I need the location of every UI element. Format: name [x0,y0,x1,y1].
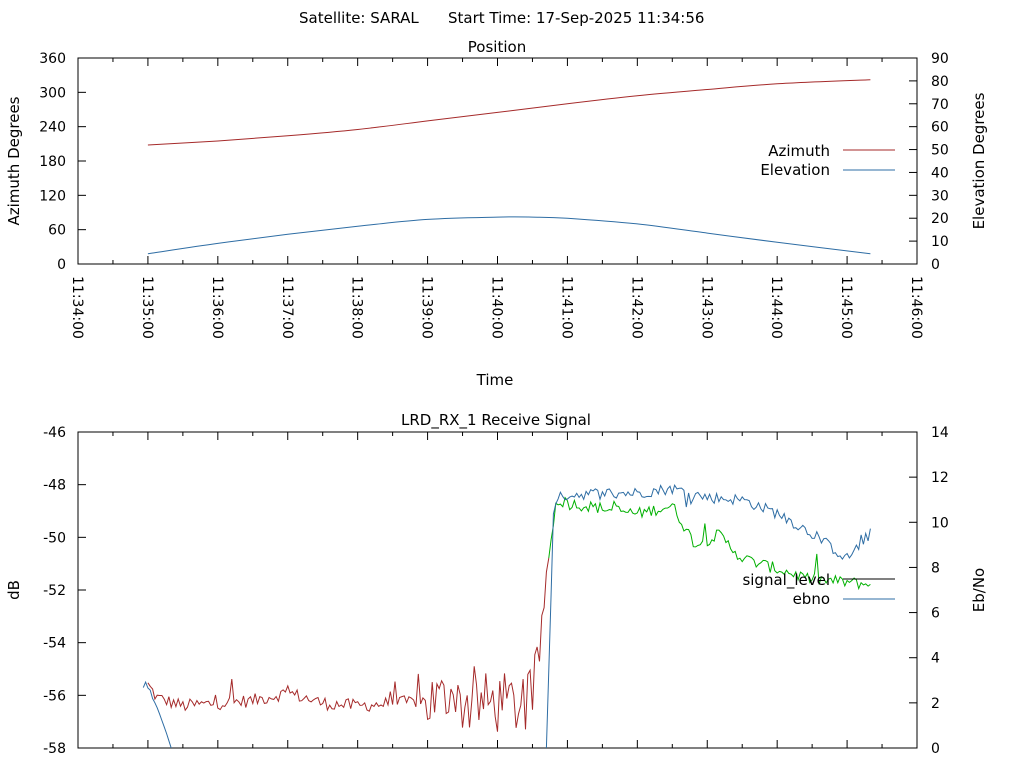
signal-y2tick-label: 6 [931,606,940,622]
position-xtick-label: 11:35:00 [139,276,155,339]
signal-ytick-label: -52 [43,583,66,599]
signal-plot-frame [77,431,918,749]
signal-y2tick-label: 10 [931,515,949,531]
signal-y2tick-label: 2 [931,696,940,712]
position-ytick-label: 0 [57,257,66,273]
header-start-time: Start Time: 17-Sep-2025 11:34:56 [448,9,704,27]
signal-chart-title: LRD_RX_1 Receive Signal [401,411,591,430]
position-chart: Position Azimuth Degrees Elevation Degre… [5,38,988,389]
position-ytick-label: 360 [39,51,66,67]
position-y2tick-label: 20 [931,211,949,227]
position-y2tick-label: 60 [931,120,949,136]
legend-signal-level-label: signal_level [742,571,830,590]
series-azimuth-line [147,79,871,146]
position-y2tick-label: 50 [931,143,949,159]
position-xtick-label: 11:42:00 [628,276,644,339]
position-chart-title: Position [468,38,526,56]
position-y2tick-label: 0 [931,257,940,273]
position-xtick-label: 11:34:00 [69,276,85,339]
position-y2tick-label: 90 [931,51,949,67]
position-y2tick-label: 40 [931,165,949,181]
signal-ytick-label: -56 [43,688,66,704]
position-legend: Azimuth Elevation [760,142,895,179]
position-xtick-label: 11:36:00 [209,276,225,339]
position-xtick-label: 11:41:00 [558,276,574,339]
signal-ytick-label: -50 [43,530,66,546]
legend-ebno-label: ebno [793,590,830,608]
signal-ytick-label: -58 [43,741,66,757]
signal-series [142,483,871,749]
position-xtick-label: 11:38:00 [349,276,365,339]
position-ytick-label: 180 [39,154,66,170]
signal-ytick-label: -54 [43,636,66,652]
legend-azimuth-label: Azimuth [768,142,830,160]
position-ytick-label: 240 [39,120,66,136]
signal-ytick-label: -46 [43,425,66,441]
signal-y2tick-label: 4 [931,651,940,667]
series-elevation-line [147,216,871,255]
series-signal-level-high-line [548,496,871,591]
signal-y2tick-label: 14 [931,425,949,441]
signal-ytick-label: -48 [43,478,66,494]
position-xtick-label: 11:37:00 [279,276,295,339]
series-ebno-line [142,483,871,749]
legend-elevation-label: Elevation [760,161,830,179]
position-y2tick-label: 10 [931,234,949,250]
signal-y2tick-label: 0 [931,741,940,757]
position-ytick-label: 120 [39,188,66,204]
receive-signal-chart: LRD_RX_1 Receive Signal dB Eb/No -58-56-… [5,411,988,757]
position-x-label: Time [476,371,514,389]
position-series [147,79,871,255]
position-xtick-label: 11:46:00 [908,276,924,339]
position-ytick-label: 60 [48,223,66,239]
signal-y-label: dB [5,580,23,600]
position-xtick-label: 11:44:00 [768,276,784,339]
header-satellite: Satellite: SARAL [299,9,419,27]
position-y2tick-label: 80 [931,74,949,90]
series-signal-level-low-line [147,557,550,732]
signal-axes-ticks: -58 -56 -54 -52 -50 -48 -46 0 2 4 6 8 10 12 14 [43,425,949,757]
position-y2-label: Elevation Degrees [970,92,988,229]
position-xtick-label: 11:43:00 [698,276,714,339]
position-y2tick-label: 30 [931,188,949,204]
signal-legend: signal_level ebno [742,571,895,608]
signal-y2tick-label: 12 [931,470,949,486]
signal-y2-label: Eb/No [970,568,988,612]
position-xtick-label: 11:45:00 [838,276,854,339]
position-axes-ticks: 0 60 120 180 240 300 360 0 10 20 30 40 50 60 70 80 90 11:… [39,51,949,339]
position-ytick-label: 300 [39,85,66,101]
position-y2tick-label: 70 [931,97,949,113]
position-y-label: Azimuth Degrees [5,96,23,225]
position-xtick-label: 11:40:00 [489,276,505,339]
signal-y2tick-label: 8 [931,560,940,576]
position-xtick-label: 11:39:00 [419,276,435,339]
